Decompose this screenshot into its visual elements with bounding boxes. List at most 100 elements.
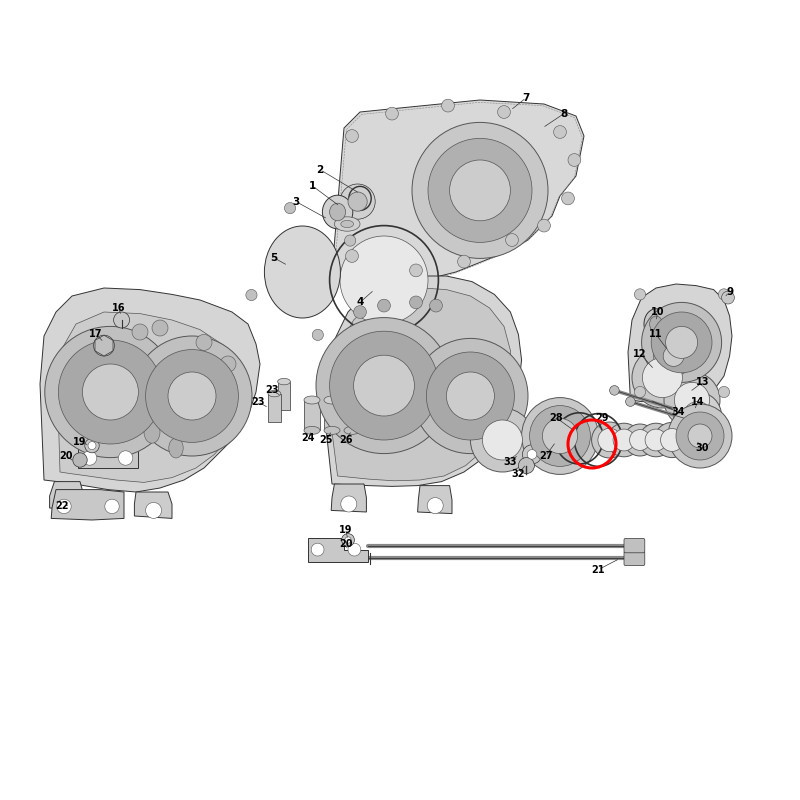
Circle shape <box>118 450 133 465</box>
Circle shape <box>246 290 257 301</box>
Circle shape <box>527 450 537 459</box>
Polygon shape <box>324 400 340 430</box>
Circle shape <box>634 289 646 300</box>
Ellipse shape <box>144 421 160 443</box>
Circle shape <box>426 352 514 440</box>
Circle shape <box>311 543 324 556</box>
Circle shape <box>642 358 682 398</box>
Ellipse shape <box>322 195 353 229</box>
Text: 12: 12 <box>634 349 646 358</box>
Circle shape <box>146 350 238 442</box>
Circle shape <box>522 398 598 474</box>
Circle shape <box>666 326 698 358</box>
Text: 5: 5 <box>270 253 278 262</box>
Text: 24: 24 <box>302 434 314 443</box>
Ellipse shape <box>304 396 320 404</box>
Circle shape <box>312 330 323 341</box>
Circle shape <box>105 499 119 514</box>
Polygon shape <box>331 484 366 512</box>
Circle shape <box>688 424 712 448</box>
Circle shape <box>285 202 296 214</box>
Polygon shape <box>628 284 732 402</box>
Circle shape <box>168 372 216 420</box>
Circle shape <box>132 324 148 340</box>
Circle shape <box>676 412 724 460</box>
Text: 17: 17 <box>90 330 102 339</box>
Circle shape <box>330 331 438 440</box>
Ellipse shape <box>644 309 668 339</box>
Text: 32: 32 <box>512 469 525 478</box>
Polygon shape <box>326 276 522 486</box>
Circle shape <box>340 236 428 324</box>
Text: 9: 9 <box>726 287 733 297</box>
Text: 23: 23 <box>266 386 278 395</box>
Text: 30: 30 <box>696 443 709 453</box>
Circle shape <box>413 338 528 454</box>
Ellipse shape <box>330 203 346 221</box>
Text: 8: 8 <box>560 109 568 118</box>
Circle shape <box>82 450 97 465</box>
Circle shape <box>613 429 635 451</box>
Polygon shape <box>50 482 84 510</box>
Circle shape <box>592 422 628 458</box>
Circle shape <box>354 306 366 318</box>
Circle shape <box>645 429 667 451</box>
Polygon shape <box>268 394 281 422</box>
Ellipse shape <box>344 396 360 404</box>
Ellipse shape <box>324 426 340 434</box>
Polygon shape <box>418 486 452 514</box>
Ellipse shape <box>278 378 290 385</box>
Ellipse shape <box>324 396 340 404</box>
Circle shape <box>664 372 720 428</box>
Text: 20: 20 <box>60 451 73 461</box>
Circle shape <box>348 192 367 211</box>
Circle shape <box>430 299 442 312</box>
Circle shape <box>340 184 375 219</box>
Ellipse shape <box>344 426 360 434</box>
Circle shape <box>58 494 74 510</box>
Ellipse shape <box>264 226 341 318</box>
Circle shape <box>94 335 114 356</box>
Circle shape <box>542 418 578 454</box>
Circle shape <box>654 422 690 458</box>
Circle shape <box>85 438 99 453</box>
Circle shape <box>610 386 619 395</box>
Text: 21: 21 <box>592 565 605 574</box>
Polygon shape <box>332 288 512 481</box>
Circle shape <box>674 382 710 418</box>
Circle shape <box>354 355 414 416</box>
Text: 33: 33 <box>504 458 517 467</box>
Text: 2: 2 <box>316 165 324 174</box>
Text: 27: 27 <box>539 451 552 461</box>
Circle shape <box>722 291 734 304</box>
Circle shape <box>446 372 494 420</box>
Polygon shape <box>332 100 584 284</box>
Circle shape <box>661 429 683 451</box>
Circle shape <box>506 234 518 246</box>
Polygon shape <box>278 382 290 410</box>
Polygon shape <box>308 538 368 562</box>
Polygon shape <box>304 400 320 430</box>
Circle shape <box>412 122 548 258</box>
Polygon shape <box>344 400 360 430</box>
Circle shape <box>346 250 358 262</box>
Circle shape <box>554 126 566 138</box>
Circle shape <box>639 423 673 457</box>
Polygon shape <box>95 335 113 356</box>
Circle shape <box>470 408 534 472</box>
Text: 28: 28 <box>549 413 563 422</box>
Circle shape <box>607 423 641 457</box>
Circle shape <box>45 326 176 458</box>
Circle shape <box>450 160 510 221</box>
Text: 25: 25 <box>320 435 333 445</box>
Circle shape <box>345 235 356 246</box>
Circle shape <box>458 255 470 268</box>
Text: 22: 22 <box>56 501 69 510</box>
Circle shape <box>341 496 357 512</box>
Ellipse shape <box>334 217 360 231</box>
Circle shape <box>654 336 694 376</box>
Text: 3: 3 <box>292 197 300 206</box>
Text: 7: 7 <box>522 93 530 102</box>
Ellipse shape <box>169 438 183 458</box>
Circle shape <box>348 543 361 556</box>
